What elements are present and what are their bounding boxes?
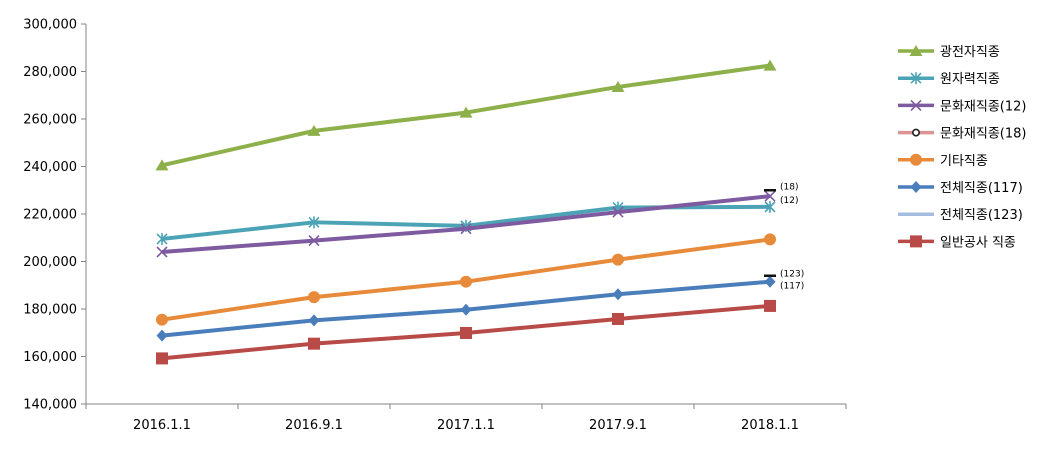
y-tick-label: 140,000: [23, 398, 77, 413]
data-point: [764, 299, 776, 312]
y-tick-label: 280,000: [23, 65, 77, 80]
legend-item: 원자력직종: [898, 72, 1000, 87]
series-1: [156, 200, 776, 245]
data-point: [764, 233, 776, 246]
data-point: [459, 106, 473, 118]
legend-marker: [910, 181, 922, 193]
legend-label: 기타직종: [940, 154, 988, 169]
legend-label: 문화재직종(12): [940, 99, 1027, 114]
legend-marker: [910, 235, 922, 248]
x-tick-label: 2017.9.1: [589, 418, 647, 433]
legend-label: 전체직종(117): [940, 181, 1023, 196]
y-tick-label: 180,000: [23, 303, 77, 318]
data-point: [308, 216, 320, 229]
annotation-label: (18): [780, 183, 798, 193]
data-point: [611, 80, 625, 92]
x-tick-label: 2016.1.1: [133, 418, 191, 433]
legend-label: 문화재직종(18): [940, 127, 1027, 142]
annotation-label: (117): [780, 281, 804, 291]
data-point: [612, 253, 624, 266]
legend-item: 일반공사 직종: [898, 235, 1016, 250]
data-point: [764, 275, 776, 288]
data-point: [155, 159, 169, 171]
legend-marker: [910, 72, 922, 85]
series-0: [155, 59, 777, 171]
series-5: [156, 275, 776, 342]
y-tick-label: 220,000: [23, 208, 77, 223]
data-point: [156, 246, 168, 258]
y-tick-label: 200,000: [23, 255, 77, 270]
data-point: [156, 232, 168, 245]
legend-item: 기타직종: [898, 153, 988, 169]
data-point: [612, 312, 624, 325]
data-point: [156, 313, 168, 326]
series-4: [156, 233, 776, 326]
legend-label: 전체직종(123): [940, 208, 1023, 223]
data-point: [460, 303, 472, 316]
annotation-label: (123): [780, 269, 804, 279]
y-tick-label: 260,000: [23, 113, 77, 128]
x-tick-label: 2018.1.1: [741, 418, 799, 433]
legend-marker: [910, 99, 922, 111]
series-2: [156, 190, 776, 258]
series-lines: [155, 59, 777, 365]
data-point: [307, 124, 321, 136]
data-point: [308, 337, 320, 350]
legend-label: 원자력직종: [940, 72, 1000, 87]
legend-label: 광전자직종: [940, 45, 1000, 60]
legend-marker: [911, 128, 920, 137]
y-tick-label: 300,000: [23, 18, 77, 33]
data-point: [156, 329, 168, 342]
legend-item: 전체직종(123): [898, 208, 1023, 223]
data-point: [764, 190, 776, 202]
annotation-label: (12): [780, 196, 798, 206]
data-point: [308, 291, 320, 304]
axes: 300,000 280,000 260,000 240,000 220,000 200,0…: [23, 18, 847, 433]
y-tick-label: 160,000: [23, 350, 77, 365]
x-tick-label: 2016.9.1: [285, 418, 343, 433]
data-point: [460, 275, 472, 288]
data-point: [612, 206, 624, 218]
annotations: (18) (12) (123) (117): [764, 183, 804, 291]
data-point: [308, 314, 320, 327]
legend-marker: [909, 45, 923, 56]
data-point: [763, 59, 777, 71]
data-point: [764, 200, 776, 213]
y-tick-label: 240,000: [23, 160, 77, 175]
legend-item: 광전자직종: [898, 45, 1000, 60]
data-point: [156, 352, 168, 365]
legend-marker: [910, 153, 922, 166]
series-7: [156, 299, 776, 365]
data-point: [612, 288, 624, 301]
x-tick-label: 2017.1.1: [437, 418, 495, 433]
legend-item: 전체직종(117): [898, 181, 1023, 196]
data-point: [308, 235, 320, 247]
data-point: [460, 326, 472, 339]
legend-item: 문화재직종(18): [898, 127, 1027, 142]
legend-item: 문화재직종(12): [898, 99, 1027, 114]
data-point: [460, 223, 472, 235]
legend-label: 일반공사 직종: [940, 235, 1016, 250]
